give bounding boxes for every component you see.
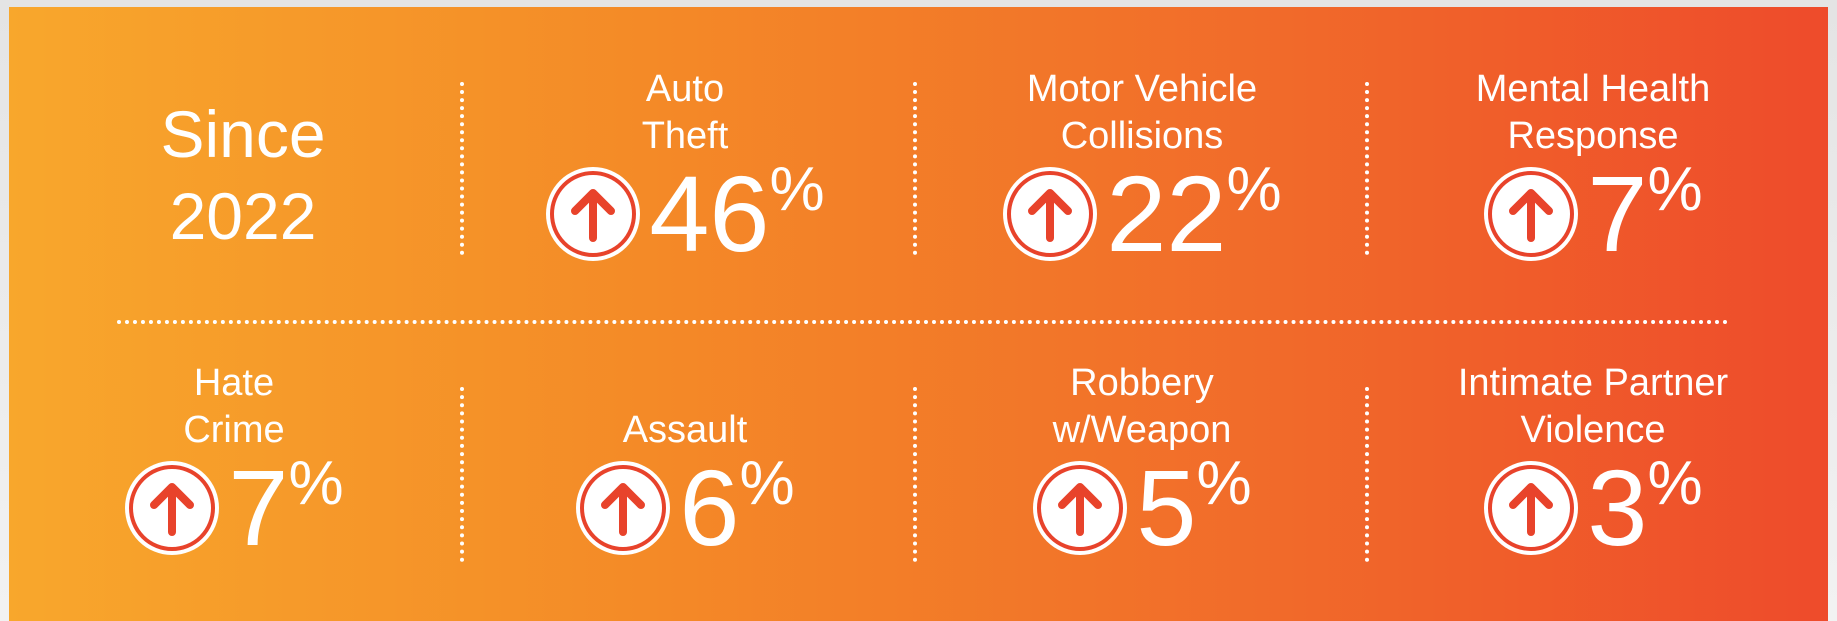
label-line: Hate <box>193 362 275 404</box>
panel: Since 2022 Auto Theft 46% Motor Vehicle Coll… <box>9 7 1828 621</box>
stat-value: 22% <box>902 153 1382 274</box>
label-line: w/Weapon <box>1052 409 1232 451</box>
label-line: Intimate Partner <box>1457 362 1729 404</box>
value: 3 <box>1587 447 1648 568</box>
label-line: Mental Health <box>1475 68 1711 110</box>
label-line: Auto <box>645 68 725 110</box>
value: 5 <box>1136 447 1197 568</box>
stat: Mental Health Response 7% <box>1353 66 1833 274</box>
label-line: Motor Vehicle <box>1026 68 1258 110</box>
label-line: Response <box>1507 115 1679 157</box>
stat: Motor Vehicle Collisions 22% <box>902 66 1382 274</box>
label-line: Crime <box>183 409 285 451</box>
divider <box>1365 82 1369 255</box>
up-icon <box>546 167 641 261</box>
up-icon <box>1003 167 1098 261</box>
unit: % <box>288 449 344 518</box>
label-line: Violence <box>1520 409 1666 451</box>
stat-value: 3% <box>1353 447 1833 568</box>
up-icon <box>1484 461 1579 555</box>
value: 7 <box>1587 153 1648 274</box>
stat: Auto Theft 46% <box>445 66 925 274</box>
up-icon <box>125 461 220 555</box>
stat-label: Mental Health Response <box>1353 66 1833 160</box>
label-line: Robbery <box>1070 362 1214 404</box>
header: Since 2022 <box>9 93 477 257</box>
stat: Assault 6% <box>445 360 925 568</box>
stat-label: Intimate Partner Violence <box>1353 360 1833 454</box>
value: 6 <box>679 447 740 568</box>
stat-label: Robbery w/Weapon <box>902 360 1382 454</box>
up-icon <box>1033 461 1128 555</box>
stat: Robbery w/Weapon 5% <box>902 360 1382 568</box>
stat: Intimate Partner Violence 3% <box>1353 360 1833 568</box>
stat: Hate Crime 7% <box>0 360 474 568</box>
stat-label: Motor Vehicle Collisions <box>902 66 1382 160</box>
divider <box>460 387 464 562</box>
stat-label: Hate Crime <box>0 360 474 454</box>
stat-label: Auto Theft <box>445 66 925 160</box>
divider <box>913 387 917 562</box>
label-line: Collisions <box>1060 115 1224 157</box>
label-line: Theft <box>641 115 729 157</box>
unit: % <box>769 155 825 224</box>
stat-value: 46% <box>445 153 925 274</box>
up-icon <box>1484 167 1579 261</box>
stat-label: Assault <box>445 360 925 454</box>
divider <box>460 82 464 255</box>
value: 22 <box>1106 153 1227 274</box>
unit: % <box>1647 155 1703 224</box>
header-line: Since <box>160 97 326 171</box>
stat-value: 6% <box>445 447 925 568</box>
unit: % <box>1226 155 1282 224</box>
stat-value: 5% <box>902 447 1382 568</box>
divider <box>117 320 1729 324</box>
unit: % <box>739 449 795 518</box>
divider <box>913 82 917 255</box>
header-line: 2022 <box>169 179 317 253</box>
divider <box>1365 387 1369 562</box>
stat-value: 7% <box>0 447 474 568</box>
value: 46 <box>649 153 770 274</box>
up-icon <box>576 461 671 555</box>
value: 7 <box>228 447 289 568</box>
unit: % <box>1647 449 1703 518</box>
unit: % <box>1196 449 1252 518</box>
stat-value: 7% <box>1353 153 1833 274</box>
label-line: Assault <box>622 409 748 451</box>
